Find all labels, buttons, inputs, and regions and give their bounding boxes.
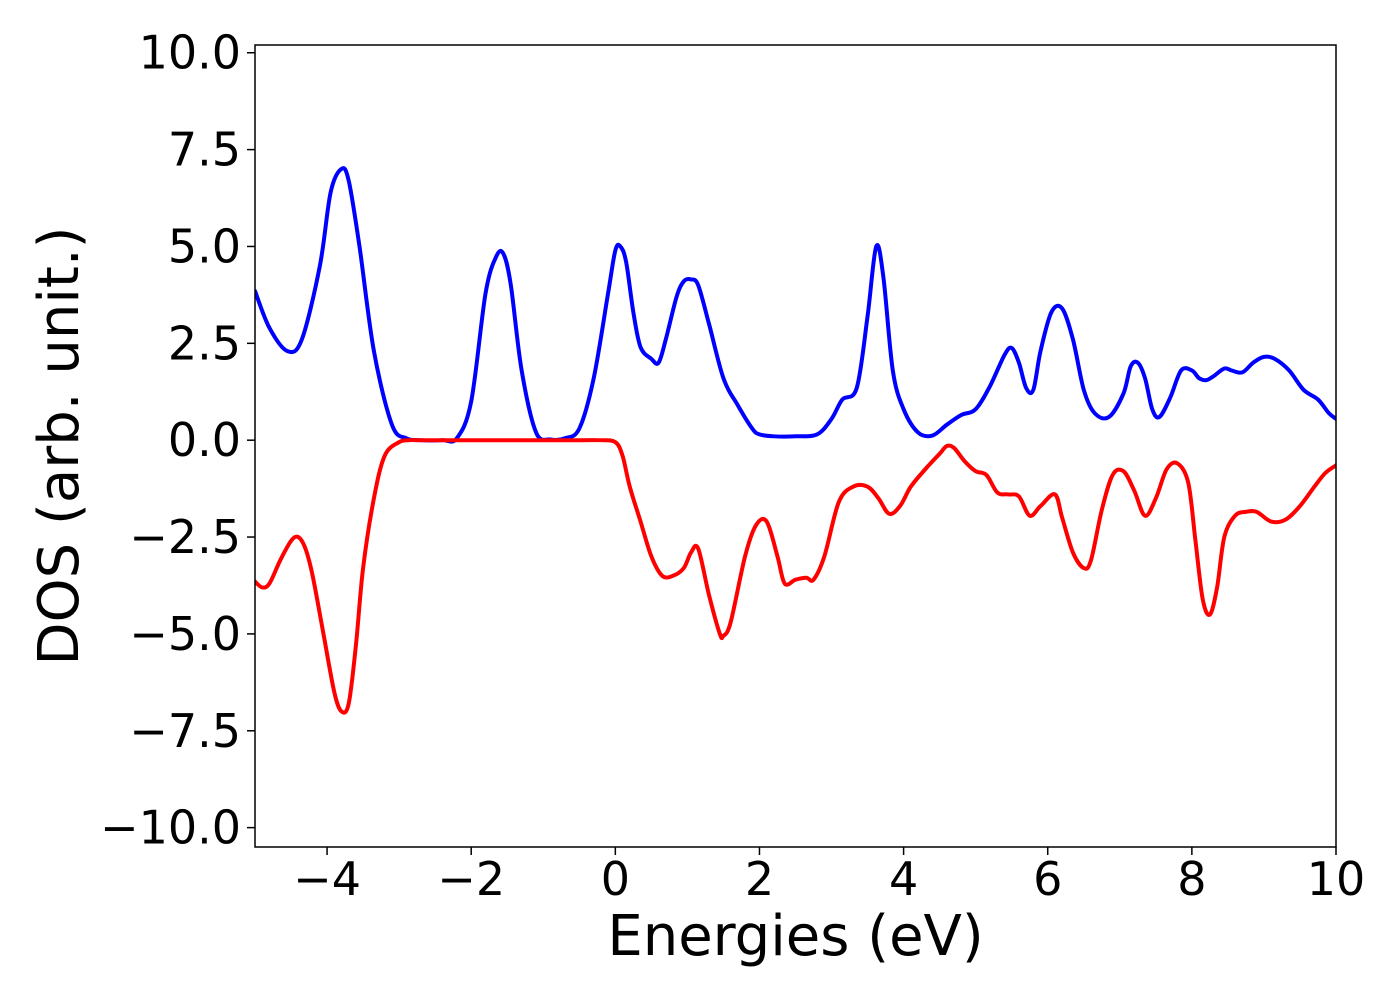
x-axis-label: Energies (eV) [607,904,983,969]
y-tick-label: −2.5 [129,510,241,564]
y-tick-label: 0.0 [168,413,241,467]
x-tick-label: −2 [437,852,505,906]
y-tick-label: 5.0 [168,219,241,273]
y-tick-label: −7.5 [129,704,241,758]
series-line-spin-up [255,166,1336,444]
x-tick-label: 4 [889,852,918,906]
x-axis-ticks: −4 −2 0 2 4 6 8 10 [293,847,1365,906]
x-tick-label: 2 [745,852,774,906]
x-tick-label: −4 [293,852,361,906]
x-tick-label: 0 [601,852,630,906]
y-tick-label: −5.0 [129,607,241,661]
y-axis-label: DOS (arb. unit.) [27,226,92,665]
y-axis-ticks: 10.0 7.5 5.0 2.5 0.0 −2.5 −5.0 −7.5 −10.0 [100,26,255,855]
y-tick-label: −10.0 [100,801,241,855]
axes-frame [254,44,1337,848]
y-tick-label: 2.5 [168,316,241,370]
x-tick-label: 6 [1033,852,1062,906]
x-tick-label: 8 [1177,852,1206,906]
y-tick-label: 10.0 [139,26,241,80]
series-line-spin-down [255,438,1336,715]
x-tick-label: 10 [1307,852,1366,906]
y-tick-label: 7.5 [168,123,241,177]
series-layer [255,166,1336,715]
